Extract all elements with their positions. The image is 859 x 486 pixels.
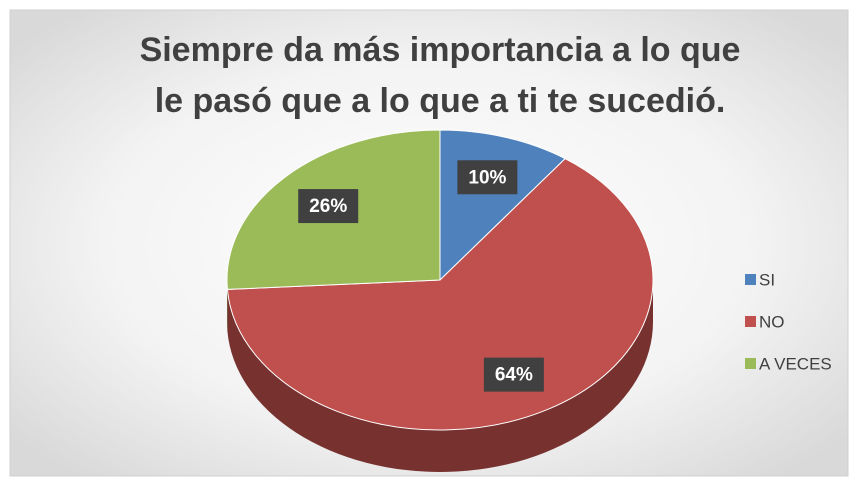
data-label-box bbox=[483, 357, 544, 392]
data-label-text: 26% bbox=[309, 196, 347, 217]
chart-title: Siempre da más importancia a lo que bbox=[140, 31, 741, 69]
legend-label: NO bbox=[759, 312, 785, 331]
data-label-text: 10% bbox=[468, 167, 506, 188]
data-label: 10% bbox=[457, 160, 518, 195]
data-label: 64% bbox=[483, 357, 544, 392]
data-label-box bbox=[298, 189, 359, 224]
legend-swatch bbox=[745, 274, 756, 285]
pie-slice bbox=[226, 158, 654, 431]
data-label-box bbox=[457, 160, 518, 195]
data-label-text: 64% bbox=[495, 365, 533, 386]
pie-side bbox=[227, 280, 654, 472]
chart-title: le pasó que a lo que a ti te sucedió. bbox=[155, 82, 726, 120]
legend-swatch bbox=[745, 358, 756, 369]
data-label: 26% bbox=[298, 189, 359, 224]
legend-label: SI bbox=[759, 270, 775, 289]
legend-swatch bbox=[745, 316, 756, 327]
legend-label: A VECES bbox=[759, 354, 832, 373]
